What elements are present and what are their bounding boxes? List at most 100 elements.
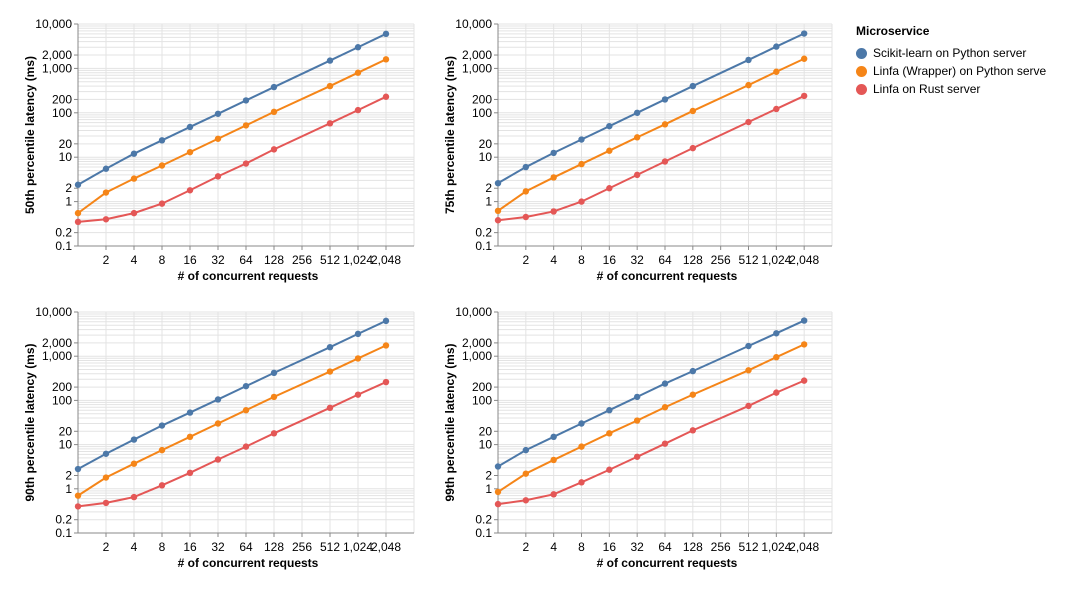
- data-point: [773, 353, 780, 361]
- y-tick-label: 1,000: [462, 349, 492, 363]
- x-tick-label: 32: [630, 253, 644, 267]
- data-point: [214, 110, 222, 117]
- y-tick-label: 2: [485, 468, 492, 482]
- data-point: [522, 188, 530, 195]
- legend: Microservice Scikit-learn on Python serv…: [856, 24, 1046, 98]
- data-point: [354, 44, 362, 51]
- data-point: [633, 417, 641, 424]
- data-point: [158, 137, 166, 144]
- data-point: [550, 208, 557, 215]
- y-tick-label: 10: [59, 150, 73, 164]
- data-point: [186, 409, 194, 416]
- data-point: [606, 466, 613, 473]
- data-point: [661, 440, 669, 447]
- series-line: [77, 32, 387, 186]
- x-tick-label: 512: [738, 253, 758, 267]
- data-point: [578, 160, 585, 168]
- data-point: [158, 446, 166, 454]
- y-tick-label: 0.1: [55, 239, 72, 253]
- data-point: [74, 218, 82, 226]
- data-point: [130, 150, 138, 157]
- data-point: [326, 368, 334, 375]
- y-tick-label: 2: [65, 468, 72, 482]
- y-tick-label: 100: [52, 106, 72, 120]
- data-point: [158, 162, 166, 169]
- data-point: [214, 173, 222, 180]
- series-line: [497, 32, 805, 185]
- series-line: [77, 344, 387, 497]
- x-axis-title: # of concurrent requests: [178, 269, 319, 283]
- data-point: [689, 391, 697, 398]
- series-3: [74, 378, 390, 510]
- series-3: [494, 92, 808, 224]
- x-tick-label: 128: [264, 253, 284, 267]
- x-tick-label: 32: [211, 540, 225, 554]
- data-point: [382, 317, 390, 325]
- data-point: [550, 149, 557, 157]
- legend-item-linfa-rust[interactable]: Linfa on Rust server: [856, 80, 1046, 98]
- data-point: [773, 389, 780, 396]
- x-tick-label: 128: [264, 540, 284, 554]
- x-tick-label: 4: [131, 540, 138, 554]
- x-tick-label: 128: [683, 253, 703, 267]
- data-point: [74, 465, 82, 473]
- data-point: [550, 174, 557, 181]
- data-point: [102, 499, 110, 507]
- data-point: [354, 355, 362, 362]
- x-tick-label: 8: [578, 253, 585, 267]
- y-axis-title: 90th percentile latency (ms): [23, 343, 37, 501]
- data-point: [578, 479, 585, 486]
- series-1: [494, 30, 808, 187]
- data-point: [800, 92, 808, 100]
- data-point: [326, 120, 334, 127]
- y-tick-label: 1: [65, 482, 72, 496]
- data-point: [214, 420, 222, 427]
- x-tick-label: 64: [239, 540, 253, 554]
- legend-swatch-icon: [856, 83, 867, 95]
- series-1: [74, 30, 390, 188]
- data-point: [494, 207, 502, 215]
- legend-swatch-icon: [856, 65, 867, 77]
- x-tick-label: 4: [131, 253, 138, 267]
- y-tick-label: 20: [59, 424, 73, 438]
- data-point: [354, 106, 362, 114]
- data-point: [214, 456, 222, 463]
- grid: [78, 311, 415, 534]
- y-axis-title: 99th percentile latency (ms): [443, 343, 457, 501]
- data-point: [270, 108, 278, 116]
- x-tick-label: 256: [711, 253, 731, 267]
- y-tick-label: 0.2: [55, 226, 72, 240]
- data-point: [550, 456, 557, 464]
- x-tick-label: 512: [320, 253, 340, 267]
- legend-item-linfa-wrapper[interactable]: Linfa (Wrapper) on Python serve: [856, 62, 1046, 80]
- x-tick-label: 64: [239, 253, 253, 267]
- y-tick-label: 10: [479, 438, 493, 452]
- y-tick-label: 200: [472, 380, 492, 394]
- data-point: [661, 380, 669, 387]
- y-tick-label: 0.2: [55, 513, 72, 527]
- x-tick-label: 1,024: [761, 253, 791, 267]
- data-point: [214, 135, 222, 142]
- x-tick-label: 16: [183, 253, 197, 267]
- x-tick-label: 2: [103, 540, 110, 554]
- data-point: [578, 420, 585, 427]
- y-tick-label: 0.1: [55, 526, 72, 540]
- x-tick-label: 4: [550, 540, 557, 554]
- y-tick-label: 10: [59, 438, 73, 452]
- data-point: [494, 217, 502, 224]
- y-tick-label: 2,000: [42, 48, 72, 62]
- y-tick-label: 100: [52, 393, 72, 407]
- legend-item-scikit-learn[interactable]: Scikit-learn on Python server: [856, 44, 1046, 62]
- data-point: [242, 97, 250, 104]
- data-point: [270, 83, 278, 91]
- grid: [78, 23, 415, 247]
- data-point: [242, 122, 250, 129]
- data-point: [382, 342, 390, 349]
- data-point: [745, 367, 752, 374]
- y-tick-label: 10,000: [35, 17, 72, 31]
- data-point: [270, 369, 278, 377]
